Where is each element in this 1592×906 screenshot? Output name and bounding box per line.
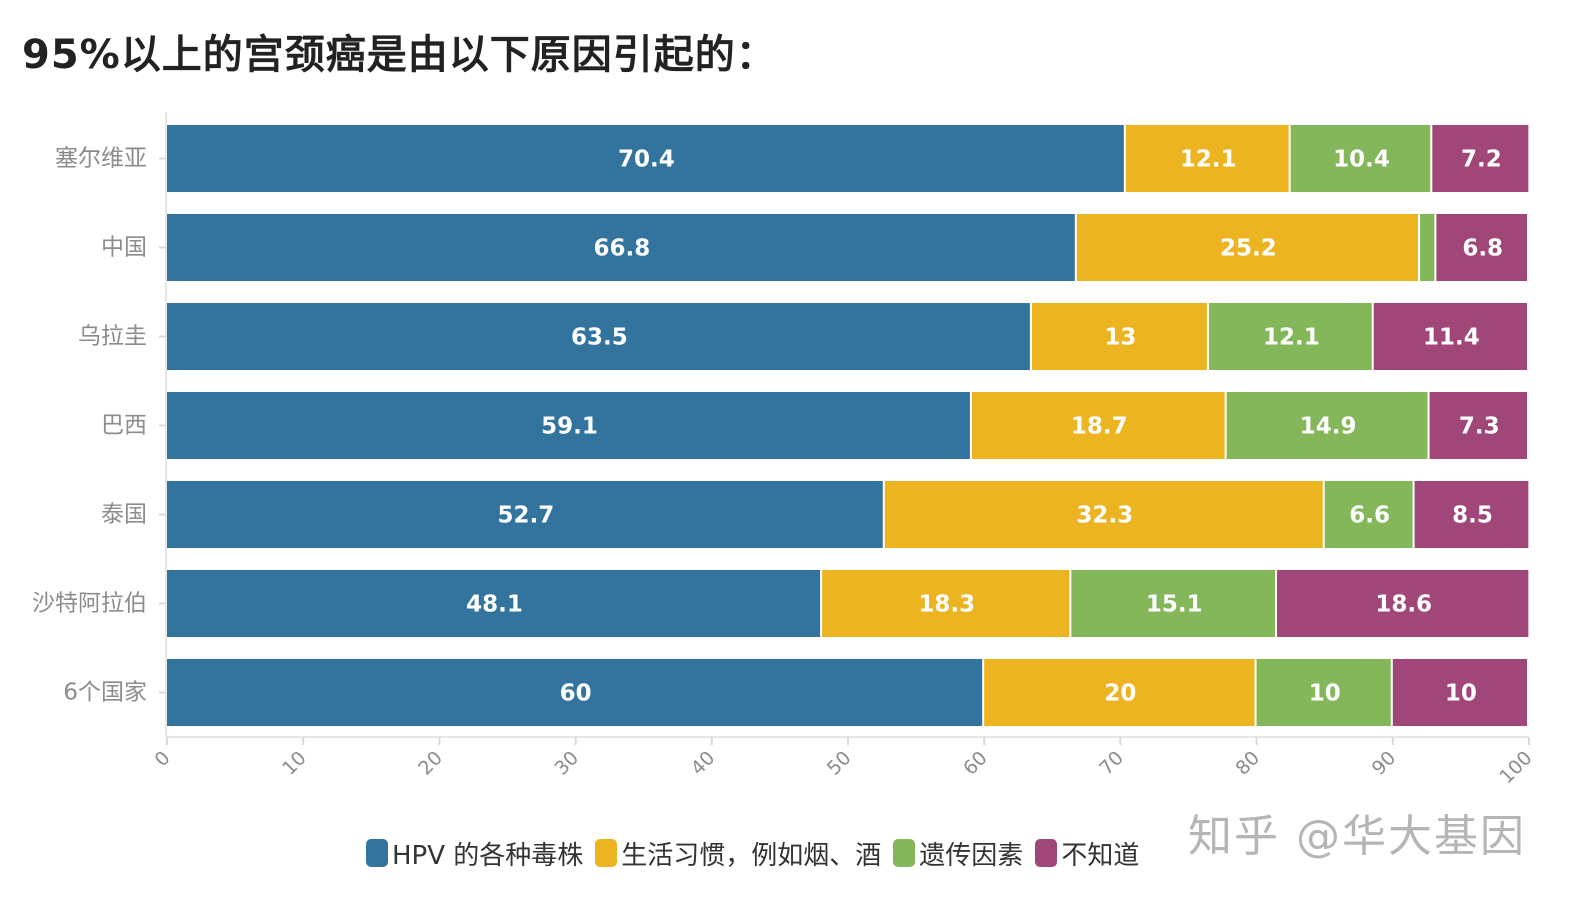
x-tick-label: 50 — [823, 747, 856, 780]
bar-segment — [1208, 303, 1372, 370]
bar-segment — [884, 481, 1323, 548]
legend-item: 遗传因素 — [893, 835, 1023, 872]
x-tick-label: 10 — [278, 747, 311, 780]
bar-segment — [1392, 659, 1527, 726]
x-tick-label: 90 — [1368, 747, 1401, 780]
bar-segment — [1290, 125, 1431, 192]
x-tick-label: 30 — [550, 747, 583, 780]
bar-segment — [1076, 214, 1419, 281]
data-label: 70.4 — [618, 147, 675, 173]
data-label: 7.3 — [1459, 414, 1500, 440]
data-label: 8.5 — [1452, 503, 1493, 529]
bar-segment — [167, 303, 1030, 370]
data-label: 48.1 — [466, 592, 523, 618]
x-tick-label: 70 — [1095, 747, 1128, 780]
data-label: 59.1 — [541, 414, 598, 440]
bar-segment — [1373, 303, 1527, 370]
category-label: 泰国 — [101, 502, 147, 528]
bar-segment — [1256, 659, 1391, 726]
legend-label: 遗传因素 — [919, 840, 1024, 871]
data-label: 10 — [1309, 681, 1341, 707]
data-label: 13 — [1104, 325, 1136, 351]
legend-label: 不知道 — [1061, 840, 1140, 871]
legend-label: HPV 的各种毒株 — [392, 840, 584, 871]
legend-item: 不知道 — [1035, 835, 1139, 872]
bar-segment — [167, 214, 1075, 281]
legend-swatch — [366, 839, 388, 867]
data-label: 15.1 — [1146, 592, 1203, 618]
data-label: 25.2 — [1220, 236, 1277, 262]
data-label: 66.8 — [594, 236, 651, 262]
bar-segment — [1125, 125, 1289, 192]
x-tick-label: 80 — [1231, 747, 1264, 780]
bar-segment — [167, 570, 821, 637]
bar-segment — [1031, 303, 1207, 370]
legend-swatch — [1035, 839, 1058, 867]
data-label: 18.6 — [1375, 592, 1432, 618]
data-label: 6.6 — [1349, 503, 1390, 529]
bar-segment — [984, 659, 1255, 726]
data-label: 10 — [1445, 681, 1477, 707]
bar-segment — [822, 570, 1070, 637]
bar-segment — [1429, 392, 1527, 459]
bar-segment — [167, 392, 970, 459]
bar-segment — [1226, 392, 1428, 459]
bar-segment — [1420, 214, 1435, 281]
category-label: 巴西 — [101, 413, 147, 439]
bar-segment — [1277, 570, 1529, 637]
chart-title: 95%以上的宫颈癌是由以下原因引起的： — [22, 32, 777, 78]
bar-segment — [971, 392, 1225, 459]
data-label: 18.3 — [918, 592, 975, 618]
legend-swatch — [595, 839, 618, 867]
x-tick-label: 0 — [150, 747, 174, 771]
data-label: 52.7 — [498, 503, 555, 529]
bar-segment — [1436, 214, 1527, 281]
data-label: 10.4 — [1333, 147, 1390, 173]
category-label: 乌拉圭 — [78, 324, 147, 350]
data-label: 12.1 — [1263, 325, 1320, 351]
legend-item: HPV 的各种毒株 — [366, 835, 583, 872]
x-tick-label: 100 — [1495, 747, 1536, 788]
legend-item: 生活习惯，例如烟、酒 — [595, 835, 881, 872]
bar-segment — [1432, 125, 1529, 192]
data-label: 18.7 — [1071, 414, 1128, 440]
data-label: 60 — [560, 681, 592, 707]
category-label: 塞尔维亚 — [55, 146, 147, 172]
category-label: 沙特阿拉伯 — [32, 591, 147, 617]
bar-segment — [167, 481, 883, 548]
data-label: 32.3 — [1076, 503, 1133, 529]
bar-segment — [1324, 481, 1413, 548]
legend-label: 生活习惯，例如烟、酒 — [621, 840, 882, 871]
data-label: 6.8 — [1462, 236, 1503, 262]
category-label: 中国 — [101, 235, 147, 261]
x-tick-label: 20 — [414, 747, 447, 780]
legend-swatch — [893, 839, 916, 867]
x-tick-label: 40 — [687, 747, 720, 780]
x-tick-label: 60 — [959, 747, 992, 780]
data-label: 20 — [1104, 681, 1136, 707]
data-label: 14.9 — [1300, 414, 1357, 440]
category-label: 6个国家 — [63, 680, 147, 706]
data-label: 7.2 — [1461, 147, 1502, 173]
watermark: 知乎 @华大基因 — [1188, 811, 1526, 862]
chart-legend: HPV 的各种毒株 生活习惯，例如烟、酒 遗传因素 不知道 — [366, 833, 1139, 873]
bar-segment — [167, 125, 1124, 192]
data-label: 11.4 — [1423, 325, 1480, 351]
bar-segment — [1071, 570, 1276, 637]
bar-segment — [167, 659, 983, 726]
data-label: 12.1 — [1180, 147, 1237, 173]
bar-segment — [1414, 481, 1529, 548]
data-label: 63.5 — [571, 325, 628, 351]
